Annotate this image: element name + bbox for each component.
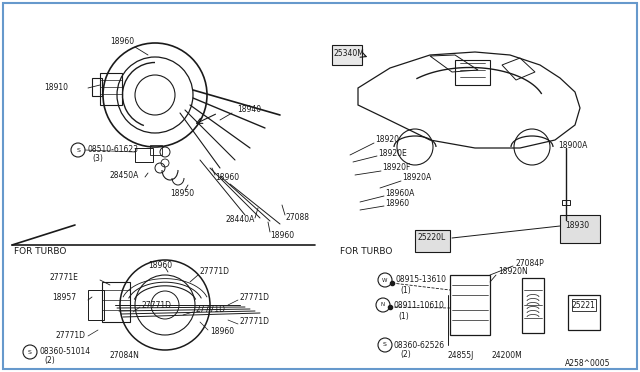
Bar	[572, 299, 596, 311]
Text: 28440A: 28440A	[225, 215, 254, 224]
Text: 18957: 18957	[52, 294, 76, 302]
Text: 18920: 18920	[375, 135, 399, 144]
Text: 27084N: 27084N	[110, 350, 140, 359]
Text: 08360-51014: 08360-51014	[39, 347, 90, 356]
Text: 18920E: 18920E	[378, 148, 407, 157]
Text: 18960: 18960	[148, 260, 172, 269]
Text: (2): (2)	[44, 356, 55, 365]
Text: 08360-62526: 08360-62526	[394, 340, 445, 350]
Text: 24855J: 24855J	[448, 352, 474, 360]
Text: 18920N: 18920N	[498, 267, 528, 276]
Text: 27771D: 27771D	[240, 294, 270, 302]
Text: S: S	[383, 343, 387, 347]
Bar	[102, 282, 130, 322]
Text: 18940: 18940	[237, 106, 261, 115]
Bar	[560, 215, 600, 243]
Text: 18960: 18960	[110, 38, 134, 46]
Bar	[88, 290, 104, 320]
Text: 18920F: 18920F	[382, 164, 410, 173]
Text: 18960: 18960	[385, 199, 409, 208]
Bar	[135, 148, 153, 162]
Bar	[562, 200, 570, 205]
Text: 25221: 25221	[572, 301, 596, 311]
Text: 27088: 27088	[285, 214, 309, 222]
Text: 08510-61623: 08510-61623	[87, 145, 138, 154]
Bar	[455, 60, 490, 85]
Text: 27771D: 27771D	[142, 301, 172, 310]
Bar	[568, 295, 600, 330]
Bar	[150, 145, 162, 155]
Text: (2): (2)	[400, 350, 411, 359]
Text: 27771D: 27771D	[195, 305, 225, 314]
Text: (3): (3)	[92, 154, 103, 164]
Bar	[415, 230, 450, 252]
Text: 18960: 18960	[270, 231, 294, 240]
Bar	[450, 275, 490, 335]
Text: 18950: 18950	[170, 189, 194, 198]
Text: 18900A: 18900A	[558, 141, 588, 150]
Text: 08911-10610: 08911-10610	[393, 301, 444, 310]
Text: FOR TURBO: FOR TURBO	[340, 247, 392, 257]
Text: W: W	[382, 278, 388, 282]
Text: 08915-13610: 08915-13610	[395, 276, 446, 285]
Text: 25220L: 25220L	[418, 234, 446, 243]
Text: 27771D: 27771D	[200, 267, 230, 276]
Text: FOR TURBO: FOR TURBO	[14, 247, 67, 257]
Text: 18910: 18910	[44, 83, 68, 93]
Text: 27771E: 27771E	[50, 273, 79, 282]
Text: S: S	[77, 148, 81, 153]
Bar	[522, 278, 544, 333]
Text: (1): (1)	[398, 311, 409, 321]
Text: 18960A: 18960A	[385, 189, 414, 198]
Text: 27771D: 27771D	[240, 317, 270, 327]
Text: S: S	[28, 350, 32, 355]
Text: 27771D: 27771D	[55, 330, 85, 340]
Text: 18960: 18960	[215, 173, 239, 183]
Text: 27084P: 27084P	[515, 259, 544, 267]
Text: A258^0005: A258^0005	[564, 359, 610, 368]
Text: 28450A: 28450A	[110, 170, 140, 180]
Text: 18930: 18930	[565, 221, 589, 231]
Text: 18920A: 18920A	[402, 173, 431, 183]
Text: (1): (1)	[400, 285, 411, 295]
Text: 24200M: 24200M	[492, 352, 523, 360]
Text: 25340M: 25340M	[334, 48, 365, 58]
Text: 18960: 18960	[210, 327, 234, 337]
Bar	[332, 45, 362, 65]
Bar	[100, 73, 122, 105]
Bar	[92, 78, 102, 96]
Text: N: N	[381, 302, 385, 308]
